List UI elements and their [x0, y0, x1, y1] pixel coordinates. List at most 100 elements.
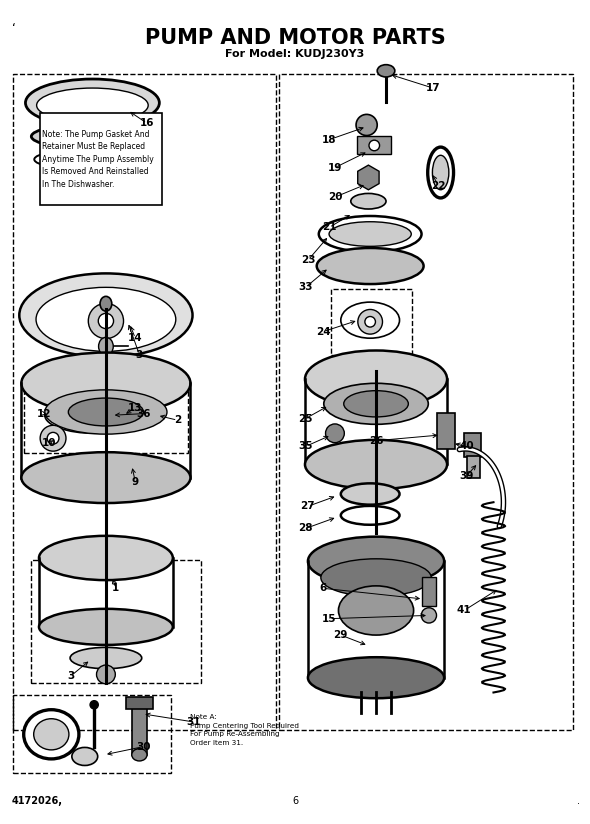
Text: 40: 40 [459, 442, 474, 452]
Bar [422, 577, 436, 606]
Text: 23: 23 [301, 255, 315, 265]
FancyBboxPatch shape [40, 114, 162, 205]
Ellipse shape [70, 648, 142, 669]
Circle shape [358, 310, 382, 334]
Circle shape [356, 115, 377, 135]
Ellipse shape [21, 353, 191, 414]
Circle shape [82, 149, 103, 170]
Bar [467, 456, 480, 478]
Ellipse shape [329, 222, 411, 246]
Bar [24, 379, 188, 453]
Circle shape [69, 136, 116, 183]
Ellipse shape [34, 149, 150, 170]
Bar [332, 289, 412, 354]
Text: ‘: ‘ [12, 22, 16, 35]
Ellipse shape [36, 288, 176, 351]
Bar [278, 74, 573, 730]
Text: For Model: KUDJ230Y3: For Model: KUDJ230Y3 [225, 49, 365, 59]
Bar [13, 695, 171, 773]
Ellipse shape [308, 536, 444, 586]
Ellipse shape [19, 274, 192, 357]
Ellipse shape [25, 79, 159, 127]
Ellipse shape [341, 302, 399, 338]
Text: PUMP AND MOTOR PARTS: PUMP AND MOTOR PARTS [145, 28, 445, 48]
Text: 3: 3 [67, 671, 74, 681]
Bar [132, 705, 147, 755]
Ellipse shape [72, 747, 98, 765]
Ellipse shape [305, 440, 447, 489]
Ellipse shape [324, 383, 428, 424]
Text: 19: 19 [327, 162, 342, 172]
Bar [437, 413, 455, 449]
Ellipse shape [34, 719, 69, 750]
Ellipse shape [132, 749, 147, 761]
Circle shape [47, 433, 59, 444]
Circle shape [369, 140, 379, 151]
Text: 36: 36 [136, 409, 151, 419]
Text: 17: 17 [425, 83, 440, 93]
Text: 18: 18 [322, 134, 336, 145]
Ellipse shape [39, 536, 173, 580]
Text: 24: 24 [316, 326, 330, 337]
Text: 6: 6 [320, 583, 327, 593]
Text: 29: 29 [333, 630, 348, 640]
Bar [31, 559, 201, 682]
Bar [13, 74, 276, 730]
Circle shape [326, 424, 345, 442]
Text: 4172026,: 4172026, [12, 796, 63, 806]
Ellipse shape [428, 147, 454, 198]
Text: Note A:
Pump Centering Tool Required
For Pump Re-Assembling
Order Item 31.: Note A: Pump Centering Tool Required For… [191, 714, 300, 746]
Text: Note: The Pump Gasket And
Retainer Must Be Replaced
Anytime The Pump Assembly
Is: Note: The Pump Gasket And Retainer Must … [42, 130, 154, 189]
Ellipse shape [305, 350, 447, 408]
Text: 25: 25 [299, 414, 313, 424]
Ellipse shape [377, 64, 395, 77]
Ellipse shape [308, 658, 444, 698]
Text: 21: 21 [322, 222, 336, 232]
Text: 20: 20 [327, 192, 342, 202]
Circle shape [99, 313, 113, 329]
Text: .: . [577, 796, 580, 806]
Ellipse shape [45, 390, 167, 434]
Text: 9: 9 [132, 477, 139, 487]
Text: 22: 22 [432, 181, 446, 191]
Circle shape [88, 303, 123, 339]
Bar [464, 433, 481, 457]
Text: 2: 2 [174, 415, 181, 425]
Text: 26: 26 [369, 436, 384, 446]
Text: 41: 41 [457, 606, 471, 616]
Circle shape [97, 665, 115, 684]
Text: 3: 3 [136, 349, 143, 359]
Ellipse shape [319, 216, 421, 252]
Text: 35: 35 [299, 442, 313, 452]
Ellipse shape [21, 452, 191, 503]
Text: 13: 13 [128, 403, 143, 413]
Circle shape [421, 608, 437, 623]
Text: 12: 12 [37, 409, 51, 419]
Text: 10: 10 [42, 438, 57, 448]
Text: 15: 15 [322, 614, 336, 624]
Circle shape [365, 316, 375, 327]
Ellipse shape [99, 337, 113, 355]
Bar [358, 137, 391, 154]
Text: 14: 14 [128, 333, 143, 343]
Bar [126, 696, 153, 709]
Ellipse shape [45, 397, 143, 433]
Ellipse shape [37, 88, 148, 123]
Ellipse shape [317, 248, 424, 284]
Text: 39: 39 [459, 471, 474, 481]
Ellipse shape [344, 391, 408, 417]
Circle shape [90, 700, 99, 709]
Ellipse shape [432, 155, 449, 190]
Text: 31: 31 [187, 717, 201, 727]
Ellipse shape [341, 484, 399, 504]
Circle shape [40, 425, 66, 452]
Ellipse shape [100, 297, 112, 311]
Ellipse shape [39, 609, 173, 645]
Text: 30: 30 [136, 742, 151, 751]
Text: 28: 28 [299, 523, 313, 533]
Ellipse shape [339, 586, 414, 635]
Text: 27: 27 [301, 501, 315, 512]
Ellipse shape [341, 506, 399, 525]
Text: 6: 6 [292, 796, 298, 806]
Ellipse shape [321, 559, 431, 597]
